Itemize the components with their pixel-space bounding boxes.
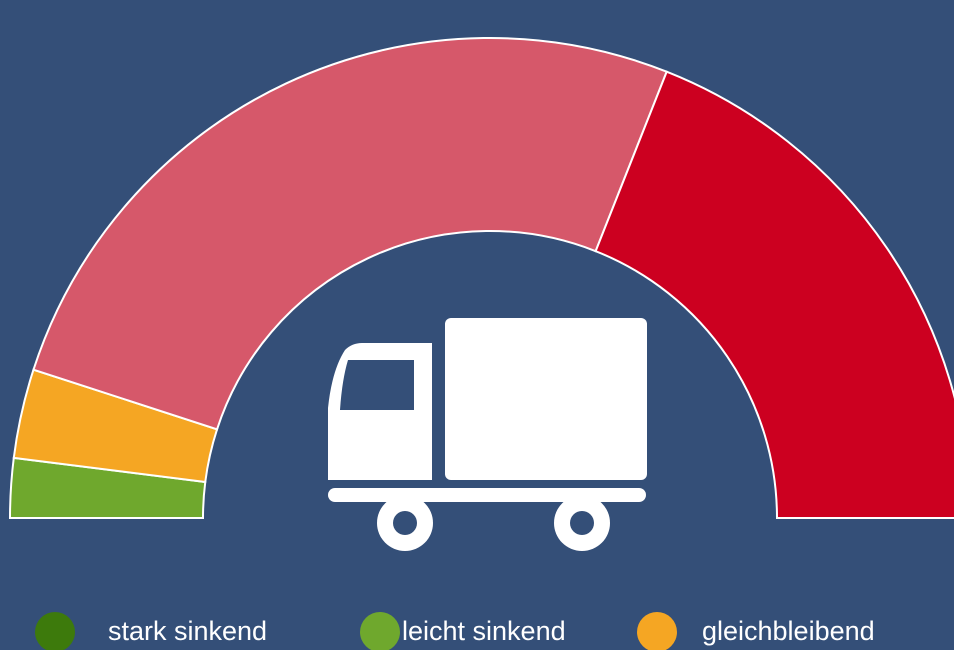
- legend-swatch: [35, 612, 75, 650]
- legend-swatch: [360, 612, 400, 650]
- legend-swatch: [637, 612, 677, 650]
- truck-icon: [328, 318, 647, 551]
- slice: [32, 37, 668, 431]
- legend: stark sinkend leicht sinkend gleichbleiben…: [35, 612, 875, 650]
- legend-label: gleichbleibend: [702, 616, 875, 646]
- legend-label: stark sinkend: [108, 616, 267, 646]
- slice: [594, 70, 954, 519]
- slices: [8, 37, 954, 519]
- legend-label: leicht sinkend: [402, 616, 566, 646]
